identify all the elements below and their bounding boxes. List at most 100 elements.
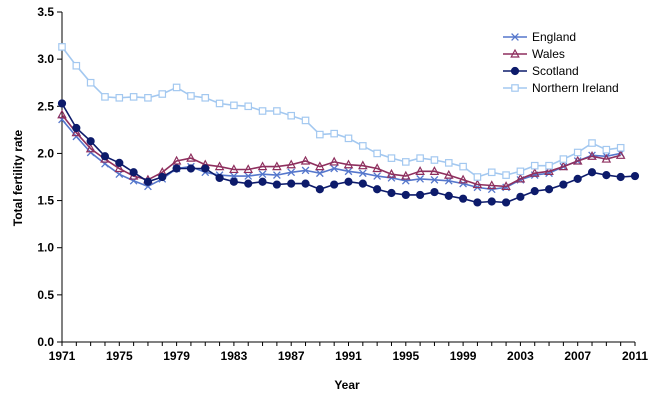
series-line-england bbox=[61, 118, 621, 191]
y-tick-label: 3.5 bbox=[37, 5, 54, 19]
y-tick-label: 3.0 bbox=[37, 52, 54, 66]
data-point-northern-ireland bbox=[359, 142, 367, 150]
data-point-scotland bbox=[115, 158, 124, 167]
data-point-scotland bbox=[416, 190, 425, 200]
data-point-wales bbox=[515, 173, 526, 183]
data-point-scotland bbox=[473, 198, 482, 207]
data-point-wales bbox=[85, 143, 96, 153]
data-point-scotland bbox=[516, 192, 525, 201]
data-point-wales bbox=[472, 179, 483, 189]
data-point-scotland bbox=[487, 197, 496, 206]
x-tick-label: 2007 bbox=[564, 349, 591, 363]
data-point-northern-ireland bbox=[158, 90, 167, 98]
data-point-scotland bbox=[430, 187, 439, 197]
data-point-scotland bbox=[630, 171, 640, 181]
data-point-england bbox=[387, 174, 396, 182]
data-point-england bbox=[301, 166, 310, 175]
legend-item-wales: Wales bbox=[503, 47, 565, 61]
data-point-england bbox=[373, 172, 382, 180]
data-point-wales bbox=[400, 170, 411, 180]
data-point-wales bbox=[358, 160, 368, 170]
data-point-wales bbox=[243, 164, 254, 174]
data-point-england bbox=[315, 169, 324, 178]
data-point-scotland bbox=[544, 185, 554, 194]
data-point-northern-ireland bbox=[301, 116, 310, 125]
x-tick-label: 1971 bbox=[49, 349, 76, 363]
data-point-wales bbox=[458, 174, 468, 184]
data-point-wales bbox=[114, 163, 125, 173]
data-point-northern-ireland bbox=[444, 159, 453, 167]
data-point-scotland bbox=[287, 179, 296, 188]
y-tick-label: 2.0 bbox=[37, 146, 54, 160]
data-point-wales bbox=[214, 161, 225, 171]
x-axis-title: Year bbox=[334, 378, 360, 392]
data-point-northern-ireland bbox=[144, 93, 152, 102]
data-point-wales bbox=[315, 161, 325, 171]
legend-marker-wales bbox=[510, 48, 520, 58]
data-point-scotland bbox=[559, 180, 568, 189]
data-point-northern-ireland bbox=[215, 99, 224, 108]
data-point-northern-ireland bbox=[502, 171, 510, 179]
data-point-wales bbox=[57, 109, 67, 119]
data-point-scotland bbox=[602, 171, 611, 180]
data-point-northern-ireland bbox=[602, 145, 611, 154]
data-point-scotland bbox=[315, 185, 324, 194]
data-point-wales bbox=[186, 152, 196, 162]
data-point-wales bbox=[587, 150, 597, 160]
data-point-wales bbox=[601, 153, 612, 163]
data-point-wales bbox=[486, 180, 497, 190]
data-point-northern-ireland bbox=[573, 148, 582, 157]
data-point-northern-ireland bbox=[459, 162, 467, 171]
data-point-scotland bbox=[401, 190, 410, 200]
data-point-northern-ireland bbox=[430, 156, 439, 164]
data-point-wales bbox=[71, 127, 82, 137]
data-point-northern-ireland bbox=[616, 143, 625, 152]
legend-item-scotland: Scotland bbox=[503, 64, 579, 78]
x-tick-label: 1975 bbox=[106, 349, 133, 363]
legend-marker-northern-ireland bbox=[511, 84, 519, 92]
series-line-wales bbox=[61, 114, 621, 188]
data-point-wales bbox=[257, 161, 268, 171]
data-point-wales bbox=[300, 155, 311, 165]
data-point-england bbox=[487, 185, 496, 194]
data-point-england bbox=[416, 175, 424, 183]
series-scotland bbox=[57, 99, 640, 207]
data-point-scotland bbox=[358, 179, 367, 188]
data-point-scotland bbox=[215, 173, 224, 183]
legend-marker-england bbox=[511, 33, 519, 41]
legend-label-wales: Wales bbox=[532, 47, 565, 61]
data-point-wales bbox=[615, 150, 626, 159]
data-point-scotland bbox=[86, 137, 95, 146]
data-point-scotland bbox=[143, 177, 153, 186]
x-tick-label: 2011 bbox=[622, 349, 648, 363]
series-england bbox=[58, 115, 625, 194]
data-point-northern-ireland bbox=[230, 101, 238, 110]
y-axis-title: Total fertility rate bbox=[11, 129, 25, 226]
data-point-england bbox=[430, 175, 439, 184]
data-point-northern-ireland bbox=[258, 107, 267, 115]
y-tick-label: 0.5 bbox=[37, 288, 54, 302]
legend-item-england: England bbox=[503, 30, 576, 44]
data-point-wales bbox=[372, 163, 382, 173]
data-point-england bbox=[330, 164, 339, 173]
series-layer bbox=[57, 43, 640, 207]
data-point-northern-ireland bbox=[244, 102, 253, 111]
data-point-wales bbox=[501, 181, 511, 191]
data-point-wales bbox=[229, 164, 239, 174]
data-point-northern-ireland bbox=[545, 161, 553, 170]
data-point-northern-ireland bbox=[316, 130, 324, 139]
data-point-northern-ireland bbox=[115, 93, 124, 102]
data-point-northern-ireland bbox=[473, 173, 482, 181]
x-tick-label: 1987 bbox=[278, 349, 305, 363]
data-point-northern-ireland bbox=[416, 154, 424, 162]
data-point-england bbox=[258, 170, 267, 179]
data-point-england bbox=[129, 176, 138, 185]
series-line-northern-ireland bbox=[61, 46, 621, 178]
data-point-scotland bbox=[158, 172, 167, 182]
data-point-northern-ireland bbox=[172, 83, 181, 92]
data-point-scotland bbox=[330, 180, 339, 189]
data-point-wales bbox=[171, 155, 182, 165]
data-point-scotland bbox=[573, 174, 582, 183]
x-tick-label: 1991 bbox=[335, 349, 362, 363]
